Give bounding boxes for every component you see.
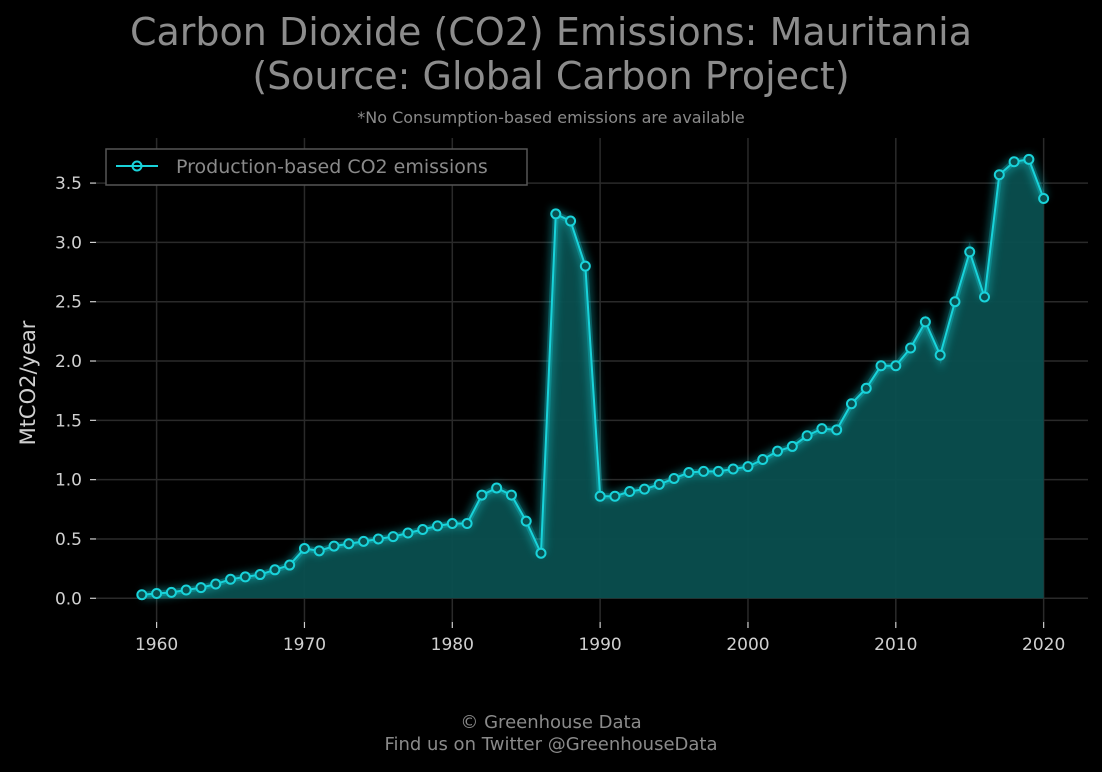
x-tick-label: 1980 <box>431 635 474 655</box>
data-point <box>683 467 695 479</box>
data-point <box>594 490 606 502</box>
x-tick-label: 2020 <box>1022 635 1065 655</box>
x-tick-label: 1970 <box>283 635 326 655</box>
data-point <box>180 584 192 596</box>
data-point <box>1008 156 1020 168</box>
data-point <box>609 490 621 502</box>
data-point <box>343 538 355 550</box>
data-point <box>905 342 917 354</box>
data-point <box>845 398 857 410</box>
chart-title-line2: (Source: Global Carbon Project) <box>252 54 850 98</box>
data-point <box>136 589 148 601</box>
footer-credit: © Greenhouse Data <box>460 712 642 733</box>
data-point <box>890 360 902 372</box>
data-point <box>624 486 636 498</box>
data-point <box>151 588 163 600</box>
data-point <box>284 559 296 571</box>
data-point <box>432 520 444 532</box>
x-tick-label: 2010 <box>874 635 917 655</box>
data-point <box>727 463 739 475</box>
y-tick-label: 0.5 <box>55 530 82 550</box>
data-point <box>402 527 414 539</box>
data-point <box>698 465 710 477</box>
legend-label: Production-based CO2 emissions <box>176 156 488 178</box>
data-point <box>964 246 976 258</box>
data-point <box>239 571 251 583</box>
data-point <box>165 586 177 598</box>
data-point <box>210 578 222 590</box>
data-point <box>372 533 384 545</box>
data-point <box>653 478 665 490</box>
plot-series <box>136 153 1050 601</box>
data-point <box>579 260 591 272</box>
data-point <box>1038 193 1050 204</box>
data-point <box>816 423 828 435</box>
data-point <box>831 424 843 436</box>
data-point <box>801 430 813 442</box>
data-point <box>535 547 547 559</box>
data-point <box>875 360 887 372</box>
y-tick-label: 2.5 <box>55 293 82 313</box>
data-point <box>757 453 769 465</box>
axes: 1960 1970 1980 1990 2000 2010 2020 0.0 0.5 1.0 1.5… <box>55 174 1065 655</box>
data-point <box>949 296 961 308</box>
y-axis-label: MtCO2/year <box>16 320 40 445</box>
data-point <box>387 531 399 543</box>
data-point <box>934 349 946 361</box>
data-point <box>638 483 650 495</box>
data-point <box>313 545 325 557</box>
data-point <box>254 569 266 581</box>
data-point <box>225 573 237 585</box>
y-tick-label: 0.0 <box>55 589 82 609</box>
data-point <box>461 518 473 530</box>
legend-marker-swatch <box>131 160 143 172</box>
data-point <box>417 523 429 535</box>
data-point <box>786 440 798 452</box>
data-point <box>328 540 340 552</box>
data-point <box>505 489 517 501</box>
data-point <box>668 472 680 484</box>
data-point <box>979 291 991 303</box>
x-tick-label: 1960 <box>135 635 178 655</box>
data-point <box>565 215 577 227</box>
data-point <box>491 482 503 494</box>
data-point <box>358 535 370 547</box>
data-point <box>550 208 562 220</box>
legend: Production-based CO2 emissions <box>105 148 528 186</box>
data-point <box>919 316 931 328</box>
data-point <box>1023 153 1035 165</box>
y-tick-label: 1.5 <box>55 411 82 431</box>
x-tick-label: 1990 <box>578 635 621 655</box>
chart-subtitle: *No Consumption-based emissions are avai… <box>357 108 745 127</box>
data-point <box>993 169 1005 181</box>
y-tick-label: 2.0 <box>55 352 82 372</box>
y-tick-label: 3.0 <box>55 233 82 253</box>
x-tick-label: 2000 <box>726 635 769 655</box>
data-point <box>860 382 872 394</box>
y-tick-label: 3.5 <box>55 174 82 194</box>
legend-box <box>105 148 528 186</box>
data-point <box>476 489 488 501</box>
data-point <box>772 445 784 457</box>
data-point <box>742 461 754 473</box>
y-tick-label: 1.0 <box>55 471 82 491</box>
data-point <box>520 515 532 527</box>
data-point <box>195 582 207 594</box>
chart-title-line1: Carbon Dioxide (CO2) Emissions: Mauritan… <box>129 10 973 54</box>
data-point <box>298 542 310 554</box>
data-point <box>712 465 724 477</box>
series-area-fill <box>141 159 1044 599</box>
footer-twitter: Find us on Twitter @GreenhouseData <box>384 734 718 755</box>
data-point <box>446 518 458 530</box>
data-point <box>269 564 281 576</box>
